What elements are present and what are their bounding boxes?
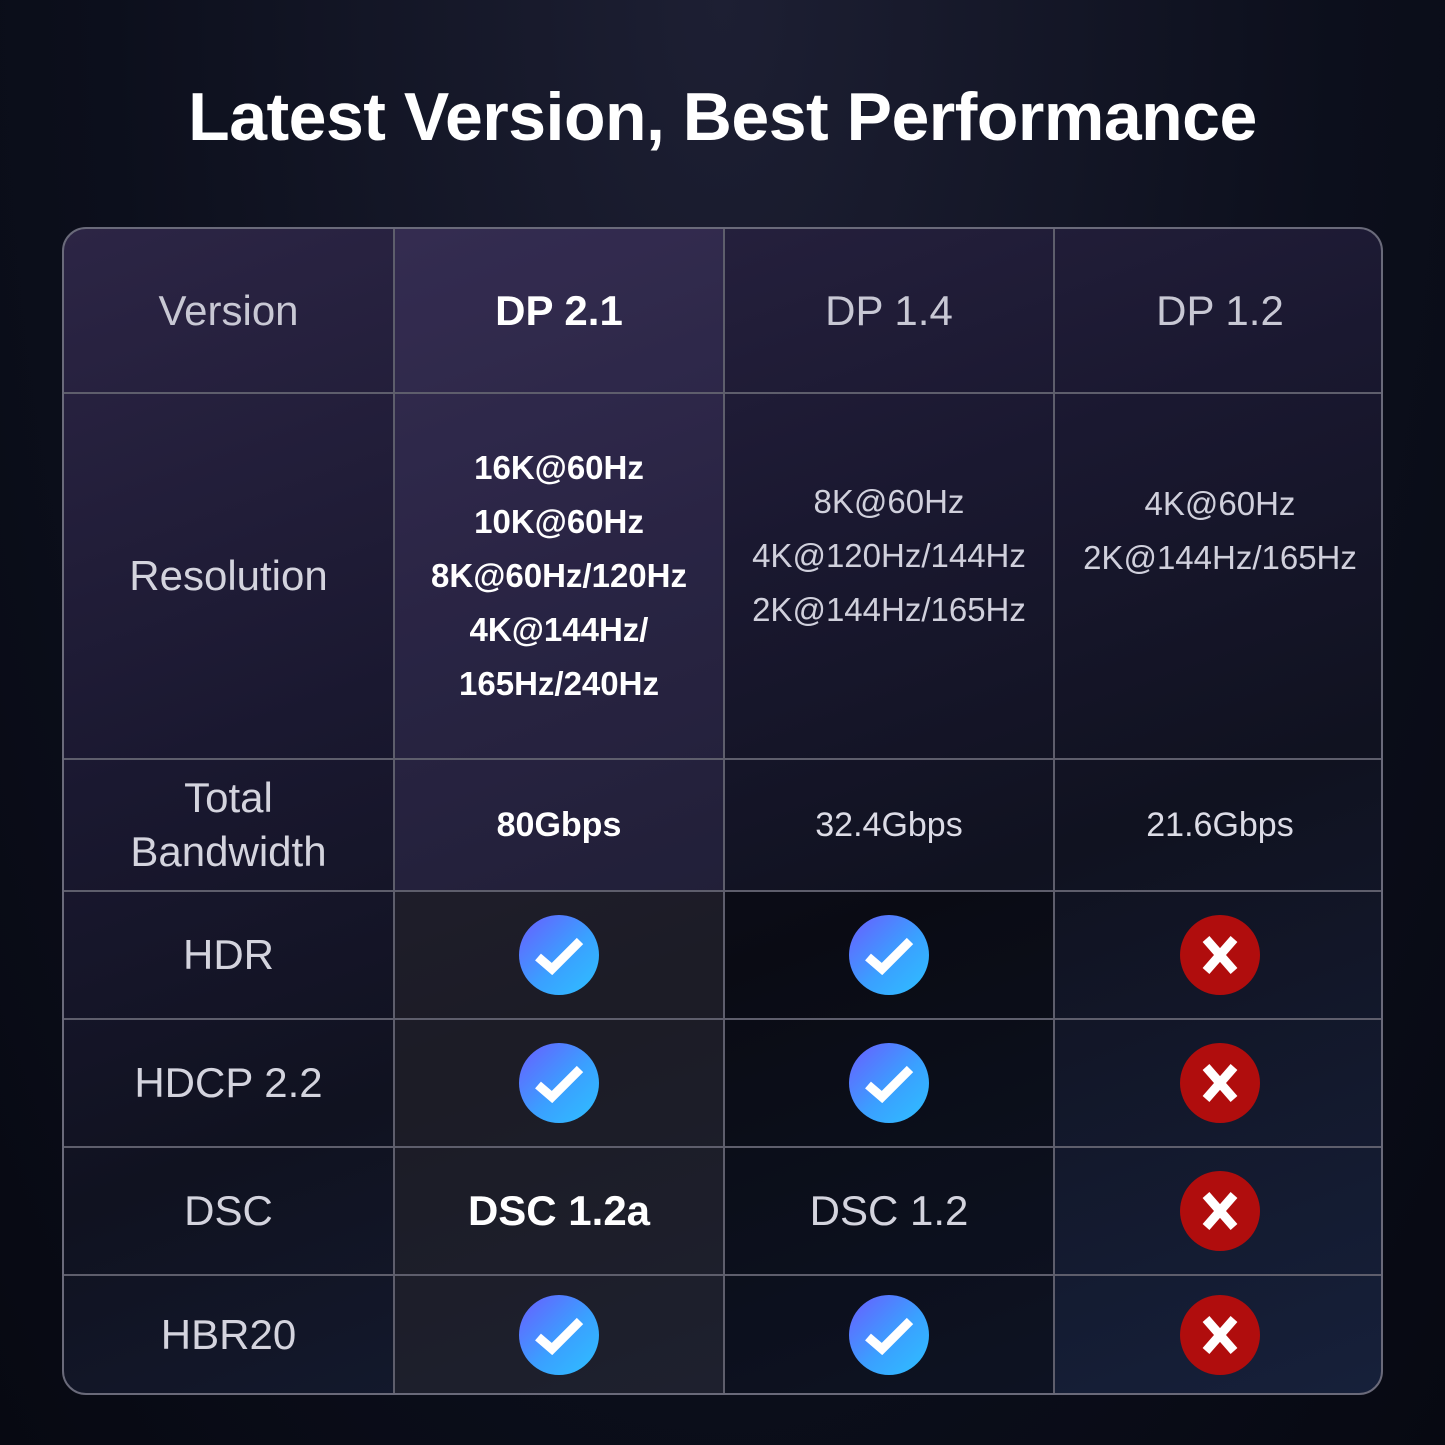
hdr-dp14 (725, 892, 1055, 1020)
resolution-line: 8K@60Hz (813, 483, 965, 520)
check-icon (849, 915, 929, 995)
row-label-resolution: Resolution (64, 394, 395, 760)
row-label-hdr: HDR (64, 892, 395, 1020)
header-version: Version (64, 229, 395, 394)
cross-icon (1180, 1171, 1260, 1251)
resolution-line: 10K@60Hz (474, 503, 644, 540)
resolution-line: 4K@144Hz/ (469, 611, 649, 648)
resolution-line: 2K@144Hz/165Hz (1083, 539, 1357, 576)
hdr-dp12 (1055, 892, 1381, 1020)
check-icon (519, 1043, 599, 1123)
resolution-line: 16K@60Hz (474, 449, 644, 486)
dsc-dp14: DSC 1.2 (725, 1148, 1055, 1276)
bandwidth-dp14: 32.4Gbps (725, 760, 1055, 892)
header-dp21: DP 2.1 (395, 229, 725, 394)
row-label-dsc: DSC (64, 1148, 395, 1276)
hbr20-dp14 (725, 1276, 1055, 1393)
hbr20-dp12 (1055, 1276, 1381, 1393)
header-dp14: DP 1.4 (725, 229, 1055, 394)
dsc-dp12 (1055, 1148, 1381, 1276)
check-icon (849, 1043, 929, 1123)
row-label-hbr20: HBR20 (64, 1276, 395, 1393)
check-icon (519, 1294, 599, 1375)
hdcp-dp12 (1055, 1020, 1381, 1148)
check-icon (849, 1294, 929, 1375)
cross-icon (1180, 1043, 1260, 1123)
hdr-dp21 (395, 892, 725, 1020)
comparison-table: Version DP 2.1 DP 1.4 DP 1.2 Resolution … (62, 227, 1383, 1395)
bandwidth-dp21: 80Gbps (395, 760, 725, 892)
cross-icon (1180, 915, 1260, 995)
resolution-line: 4K@60Hz (1144, 485, 1296, 522)
resolution-line: 165Hz/240Hz (459, 665, 659, 702)
label-line: Bandwidth (130, 828, 327, 875)
row-label-bandwidth: Total Bandwidth (64, 760, 395, 892)
resolution-line: 4K@120Hz/144Hz (752, 537, 1026, 574)
label-line: Total (184, 774, 273, 821)
cross-icon (1180, 1294, 1260, 1375)
resolution-line: 2K@144Hz/165Hz (752, 591, 1026, 628)
header-dp12: DP 1.2 (1055, 229, 1381, 394)
hdcp-dp14 (725, 1020, 1055, 1148)
hdcp-dp21 (395, 1020, 725, 1148)
resolution-line: 8K@60Hz/120Hz (431, 557, 687, 594)
bandwidth-dp12: 21.6Gbps (1055, 760, 1381, 892)
check-icon (519, 915, 599, 995)
hbr20-dp21 (395, 1276, 725, 1393)
resolution-dp14: 8K@60Hz 4K@120Hz/144Hz 2K@144Hz/165Hz (725, 394, 1055, 760)
page-title: Latest Version, Best Performance (188, 79, 1257, 155)
resolution-dp12: 4K@60Hz 2K@144Hz/165Hz (1055, 394, 1381, 760)
resolution-dp21: 16K@60Hz 10K@60Hz 8K@60Hz/120Hz 4K@144Hz… (395, 394, 725, 760)
row-label-hdcp: HDCP 2.2 (64, 1020, 395, 1148)
dsc-dp21: DSC 1.2a (395, 1148, 725, 1276)
